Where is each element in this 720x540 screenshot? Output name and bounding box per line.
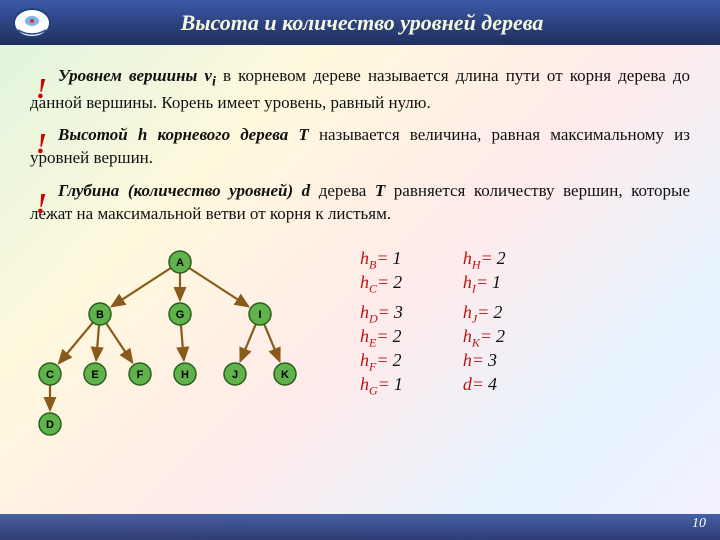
- heights-col-1: hB= 1hC= 2hD= 3hE= 2hF= 2hG= 1: [360, 248, 403, 444]
- height-value: 2: [496, 326, 505, 347]
- page-number: 10: [692, 516, 706, 532]
- tree-node-label-B: B: [96, 309, 104, 321]
- tree-edge: [240, 324, 255, 361]
- height-row: hJ= 2: [463, 302, 506, 326]
- height-value: 1: [394, 374, 403, 395]
- height-label: hF=: [360, 350, 389, 375]
- height-value: 3: [394, 302, 403, 323]
- height-row: hE= 2: [360, 326, 403, 350]
- exclamation-icon: !: [8, 186, 47, 224]
- tree-edge: [264, 324, 279, 361]
- height-label: hB=: [360, 248, 389, 273]
- exclamation-icon: !: [8, 71, 47, 109]
- p3-t2: T: [375, 181, 385, 200]
- height-label: hG=: [360, 374, 390, 399]
- height-value: 2: [393, 350, 402, 371]
- p3-r1: дерева: [310, 181, 375, 200]
- height-row: hI= 1: [463, 272, 506, 296]
- tree-edge: [112, 268, 171, 306]
- height-row: hD= 3: [360, 302, 403, 326]
- height-row: hH= 2: [463, 248, 506, 272]
- tree-node-label-J: J: [232, 369, 238, 381]
- height-row: hK= 2: [463, 326, 506, 350]
- tree-node-label-D: D: [46, 419, 54, 431]
- tree-edge: [96, 325, 99, 360]
- p3-term: Глубина (количество уровней) d: [58, 181, 310, 200]
- tree-node-label-C: C: [46, 369, 54, 381]
- height-label: hH=: [463, 248, 493, 273]
- height-label: hK=: [463, 326, 492, 351]
- tree-node-label-K: K: [281, 369, 289, 381]
- heights-col-2: hH= 2hI= 1hJ= 2hK= 2h= 3d= 4: [463, 248, 506, 444]
- height-row: hB= 1: [360, 248, 403, 272]
- p2-term: Высотой h корневого дерева T: [58, 125, 309, 144]
- tree-edge: [59, 323, 93, 364]
- tree-diagram: A B G I C E F H J K D: [30, 244, 330, 444]
- height-row: h= 3: [463, 350, 506, 374]
- page-title: Высота и количество уровней дерева: [59, 10, 720, 36]
- height-row: hC= 2: [360, 272, 403, 296]
- p1-term: Уровнем вершины v: [58, 66, 212, 85]
- height-label: d=: [463, 374, 484, 395]
- height-value: 1: [492, 272, 501, 293]
- height-label: h=: [463, 350, 484, 371]
- height-value: 3: [488, 350, 497, 371]
- tree-node-label-F: F: [137, 369, 144, 381]
- tree-edge: [181, 325, 184, 360]
- height-label: hC=: [360, 272, 389, 297]
- para-2: ! Высотой h корневого дерева T называетс…: [30, 124, 690, 170]
- height-values: hB= 1hC= 2hD= 3hE= 2hF= 2hG= 1 hH= 2hI= …: [330, 244, 690, 444]
- tree-edge: [106, 323, 132, 362]
- logo-icon: [4, 3, 59, 43]
- height-label: hJ=: [463, 302, 489, 327]
- height-value: 2: [393, 272, 402, 293]
- height-row: d= 4: [463, 374, 506, 398]
- height-label: hD=: [360, 302, 390, 327]
- height-row: hG= 1: [360, 374, 403, 398]
- lower-area: ABGICEFHJKD hB= 1hC= 2hD= 3hE= 2hF= 2hG=…: [0, 236, 720, 444]
- tree-node-label-H: H: [181, 369, 189, 381]
- height-value: 1: [393, 248, 402, 269]
- tree-edge: [189, 268, 248, 306]
- footer-bar: [0, 514, 720, 540]
- tree-node-label-I: I: [258, 309, 261, 321]
- height-label: hI=: [463, 272, 488, 297]
- height-row: hF= 2: [360, 350, 403, 374]
- height-value: 2: [493, 302, 502, 323]
- para-3: ! Глубина (количество уровней) d дерева …: [30, 180, 690, 226]
- tree-node-label-E: E: [91, 369, 98, 381]
- tree-node-label-G: G: [176, 309, 185, 321]
- height-label: hE=: [360, 326, 389, 351]
- height-value: 2: [393, 326, 402, 347]
- height-value: 4: [488, 374, 497, 395]
- para-1: ! Уровнем вершины vi в корневом дереве н…: [30, 65, 690, 114]
- tree-node-label-A: A: [176, 257, 184, 269]
- exclamation-icon: !: [8, 126, 47, 164]
- content-area: ! Уровнем вершины vi в корневом дереве н…: [0, 45, 720, 226]
- height-value: 2: [497, 248, 506, 269]
- header-bar: Высота и количество уровней дерева: [0, 0, 720, 45]
